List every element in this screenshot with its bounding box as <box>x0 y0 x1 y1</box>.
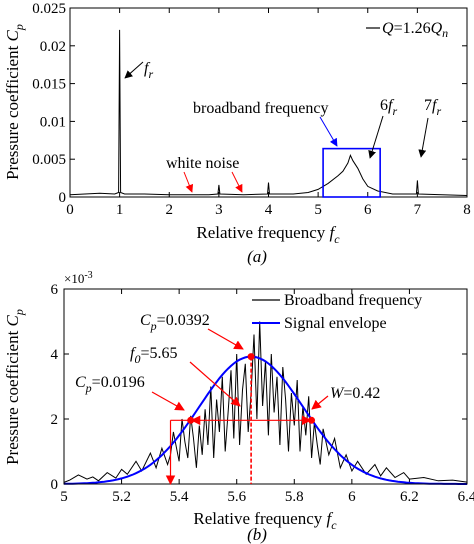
panel-a-series-line <box>69 29 468 196</box>
panel-b-ytick-label: 0 <box>51 477 59 493</box>
svg-text:W=0.42: W=0.42 <box>330 385 380 402</box>
panel-b-series <box>63 321 468 485</box>
panel-a-xtick-label: 8 <box>463 202 471 218</box>
panel-a-legend: Q=1.26Qn <box>366 20 448 40</box>
svg-text:7fr: 7fr <box>424 97 441 118</box>
fr-label-symbol: f <box>144 60 151 77</box>
legend-subscript: n <box>442 26 448 40</box>
panel-a-ylabel: Pressure coefficient Cp <box>3 24 26 180</box>
fr-label-sub: r <box>148 67 153 81</box>
panel-a-xtick-label: 2 <box>166 202 174 218</box>
legend-subscript-base: Q <box>431 20 443 37</box>
w-arrow <box>311 395 329 410</box>
6fr-label-text: 6 <box>380 97 388 114</box>
panel-a-series <box>69 29 468 196</box>
panel-a-xtick-label: 1 <box>116 202 124 218</box>
panel-a-xtick-label: 3 <box>215 202 223 218</box>
svg-text:Cp=0.0196: Cp=0.0196 <box>75 374 145 395</box>
panel-b-xtick-label: 5.2 <box>112 489 131 505</box>
legend-symbol: Q <box>382 20 394 37</box>
white-noise-arrow-2 <box>231 171 243 193</box>
legend-text: =1.26 <box>394 20 431 37</box>
6fr-label-sub: r <box>392 104 397 118</box>
panel-b-xtick-label: 5 <box>60 489 68 505</box>
legend-envelope: Signal envelope <box>284 315 387 332</box>
panel-a-xtick-label: 7 <box>414 202 422 218</box>
panel-b-caption: (b) <box>247 525 267 544</box>
fr-arrow <box>124 61 144 79</box>
panel-a-xtick-label: 4 <box>265 202 273 218</box>
signal-envelope-line <box>64 355 467 485</box>
panel-a-ytick-label: 0.005 <box>32 152 66 168</box>
y-multiplier: ×10-3 <box>64 270 93 286</box>
panel-a-xlabel: Relative frequency fc <box>196 223 340 246</box>
panel-a-annotations: fr 6fr 7fr broadband frequency white noi… <box>124 60 441 193</box>
7fr-label-symbol: f <box>432 97 439 114</box>
7fr-label-text: 7 <box>424 97 432 114</box>
panel-a-xtick-label: 0 <box>66 202 74 218</box>
broadband-label: broadband frequency <box>193 100 329 117</box>
cp-half-arrow <box>151 391 185 411</box>
panel-b-annotations: Cp=0.0392 f0=5.65 Cp=0.0196 W=0.42 <box>75 312 380 411</box>
svg-text:6fr: 6fr <box>380 97 397 118</box>
panel-a-ytick-label: 0.015 <box>32 77 66 93</box>
7fr-label-sub: r <box>436 104 441 118</box>
panel-a-ytick-label: 0.02 <box>40 39 66 55</box>
panel-b-ytick-label: 4 <box>51 347 59 363</box>
panel-b-xtick-label: 6.4 <box>458 489 474 505</box>
panel-a-frame <box>69 7 468 198</box>
panel-a-ytick-label: 0.025 <box>32 1 66 17</box>
panel-b-xtick-label: 6.2 <box>400 489 419 505</box>
f0-arrow <box>189 361 241 407</box>
svg-text:fr: fr <box>144 60 153 81</box>
broadband-highlight-box <box>322 147 381 198</box>
panel-b-xtick-label: 5.6 <box>227 489 246 505</box>
panel-b-ytick-label: 6 <box>51 282 59 298</box>
panel-b-xlabel: Relative frequency fc <box>193 509 337 532</box>
6fr-arrow <box>368 115 384 159</box>
legend-broadband: Broadband frequency <box>284 292 422 309</box>
broadband-frequency-line <box>63 321 468 483</box>
half-point-right <box>308 416 316 424</box>
panel-b-ylabel: Pressure coefficient Cp <box>3 309 26 465</box>
panel-b-frame <box>63 288 468 485</box>
panel-a: 0 1 2 3 4 5 6 7 8 0 0.005 0.01 0.015 0.02 0.025 Q=1.26… <box>3 1 471 266</box>
panel-b-xtick-label: 5.8 <box>285 489 304 505</box>
6fr-label-symbol: f <box>388 97 395 114</box>
panel-a-ytick-label: 0.01 <box>40 114 66 130</box>
broadband-arrow <box>319 116 338 147</box>
panel-a-xtick-label: 6 <box>364 202 372 218</box>
peak-point <box>247 353 255 361</box>
panel-a-caption: (a) <box>247 247 267 266</box>
panel-a-xtick-label: 5 <box>314 202 322 218</box>
panel-b-markers <box>165 353 316 485</box>
panel-b: 5 5.2 5.4 5.6 5.8 6 6.2 6.4 0 2 4 6 ×10-3 Broadband… <box>3 270 474 544</box>
panel-b-legend: Broadband frequency Signal envelope <box>252 292 422 332</box>
white-noise-arrow-1 <box>183 171 194 193</box>
svg-text:Cp=0.0392: Cp=0.0392 <box>140 312 210 333</box>
white-noise-label: white noise <box>166 155 239 172</box>
panel-b-xtick-label: 5.4 <box>170 489 189 505</box>
cp-peak-arrow <box>207 328 244 350</box>
panel-b-ytick-label: 2 <box>51 412 59 428</box>
panel-a-ytick-label: 0 <box>59 190 67 206</box>
7fr-arrow <box>418 117 429 158</box>
svg-text:Q=1.26Qn: Q=1.26Qn <box>382 20 448 40</box>
panel-b-xtick-label: 6 <box>348 489 356 505</box>
svg-text:f0=5.65: f0=5.65 <box>130 345 177 366</box>
